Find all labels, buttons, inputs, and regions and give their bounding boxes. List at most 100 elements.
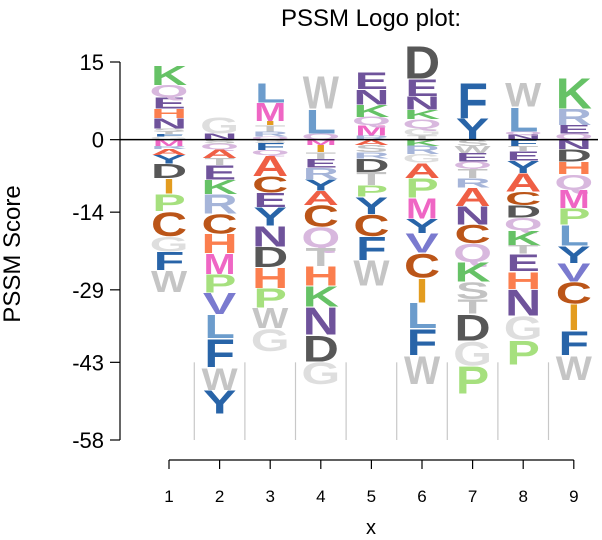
logo-letter-w: W: [556, 349, 593, 388]
logo-letter-w: W: [505, 75, 542, 114]
logo-letter-t: T: [306, 243, 337, 272]
logo-letter-l: L: [559, 219, 590, 251]
logo-letter-c: C: [505, 188, 541, 209]
logo-letter-w: W: [455, 144, 492, 155]
logo-letter-y: Y: [254, 203, 287, 232]
x-tick-label: 4: [316, 487, 325, 506]
logo-letter-g: G: [504, 310, 543, 347]
logo-letter-e: E: [203, 162, 236, 184]
logo-letter-k: K: [455, 257, 491, 288]
x-tick-label: 6: [417, 487, 426, 506]
logo-letter-p: P: [405, 173, 438, 204]
logo-letter-l: L: [508, 101, 539, 140]
logo-letter-p: P: [254, 283, 287, 314]
logo-letter-m: M: [204, 248, 236, 280]
logo-letter-f: F: [559, 325, 590, 364]
logo-letter-k: K: [404, 107, 441, 122]
logo-letter-n: N: [353, 85, 389, 109]
logo-letter-r: R: [202, 189, 238, 220]
y-tick-label: 0: [92, 128, 104, 153]
y-axis: 15 0 -14 -29 -43 -58: [72, 50, 121, 453]
logo-letter-m: M: [406, 193, 438, 225]
logo-letter-n: N: [202, 132, 238, 142]
logo-letter-q: Q: [504, 214, 543, 233]
logo-letter-t: T: [508, 145, 539, 153]
logo-letter-q: Q: [200, 142, 239, 152]
logo-letter-s: S: [152, 127, 185, 132]
logo-letter-h: H: [151, 106, 187, 121]
logo-letter-d: D: [252, 241, 288, 273]
logo-letter-e: E: [304, 157, 337, 170]
logo-letter-l: L: [204, 308, 235, 345]
logo-letter-t: T: [508, 243, 539, 256]
logo-letter-f: F: [154, 247, 185, 276]
logo-letter-d: D: [404, 38, 440, 89]
logo-letter-t: T: [154, 131, 185, 135]
logo-letter-h: H: [303, 261, 339, 292]
y-tick-label: -43: [72, 350, 104, 375]
logo-letter-c: C: [353, 209, 389, 243]
logo-letter-q: Q: [453, 239, 492, 268]
logo-letter-i: I: [315, 143, 327, 154]
y-tick-label: 15: [80, 50, 104, 75]
logo-letter-k: K: [404, 138, 440, 148]
logo-letter-n: N: [505, 133, 541, 141]
logo-letter-a: A: [252, 150, 288, 182]
logo-columns: GFTSNHEQKMRAYDIPCGFWNGSQATEKRCHMPVLFWYQR…: [150, 38, 594, 420]
logo-letter-f: F: [204, 331, 235, 376]
logo-letter-k: K: [151, 60, 187, 91]
x-tick-label: 3: [265, 487, 274, 506]
logo-letter-q: Q: [554, 170, 593, 194]
logo-letter-g: G: [150, 232, 189, 256]
logo-letter-s: S: [456, 277, 489, 304]
logo-letter-r: R: [252, 130, 288, 138]
logo-letter-d: D: [505, 202, 541, 221]
logo-letter-r: R: [404, 144, 440, 157]
logo-letter-p: P: [355, 182, 388, 200]
logo-letter-n: N: [252, 220, 288, 252]
logo-letter-f: F: [255, 141, 286, 152]
logo-letter-y: Y: [456, 113, 489, 147]
logo-letter-d: D: [303, 328, 339, 370]
logo-letter-q: Q: [453, 159, 492, 170]
logo-letter-v: V: [557, 259, 591, 288]
logo-letter-a: A: [353, 138, 389, 146]
x-tick-label: 2: [215, 487, 224, 506]
x-tick-label: 9: [569, 487, 578, 506]
logo-letter-w: W: [252, 303, 288, 335]
y-tick-label: -29: [72, 278, 104, 303]
logo-letter-n: N: [404, 93, 440, 114]
logo-letter-p: P: [557, 204, 590, 229]
logo-letter-s: S: [355, 143, 388, 154]
axes-layer: PSSM Logo plot: x PSSM Score 150-14-29-4…: [0, 5, 579, 539]
logo-letter-t: T: [457, 166, 488, 181]
logo-letter-m: M: [305, 138, 337, 146]
logo-letter-r: R: [353, 151, 389, 161]
x-tick-label: 8: [518, 487, 527, 506]
logo-letter-y: Y: [152, 153, 185, 166]
column-dividers: [193, 362, 550, 440]
logo-letter-q: Q: [251, 136, 290, 141]
logo-letter-f: F: [154, 133, 185, 137]
logo-letter-s: S: [203, 139, 236, 145]
logo-letter-g: G: [150, 136, 189, 141]
logo-letter-d: D: [151, 161, 187, 183]
logo-letter-q: Q: [403, 117, 442, 132]
logo-letter-k: K: [202, 177, 239, 199]
logo-letter-i: I: [568, 296, 580, 338]
x-axis: 1 2 3 4 5 6 7 8 9: [164, 459, 579, 506]
logo-letter-i: I: [163, 175, 175, 199]
logo-letter-k: K: [505, 226, 541, 250]
logo-letter-e: E: [355, 67, 388, 94]
logo-letter-g: G: [403, 126, 442, 137]
logo-letter-a: A: [505, 169, 541, 198]
logo-letter-g: G: [251, 322, 290, 358]
logo-letter-y: Y: [304, 176, 338, 194]
logo-letter-a: A: [202, 147, 238, 160]
logo-letter-c: C: [151, 205, 187, 244]
logo-letter-h: H: [505, 267, 541, 294]
logo-letter-e: E: [254, 190, 287, 212]
logo-letter-t: T: [306, 150, 337, 161]
logo-letter-t: T: [255, 124, 286, 134]
